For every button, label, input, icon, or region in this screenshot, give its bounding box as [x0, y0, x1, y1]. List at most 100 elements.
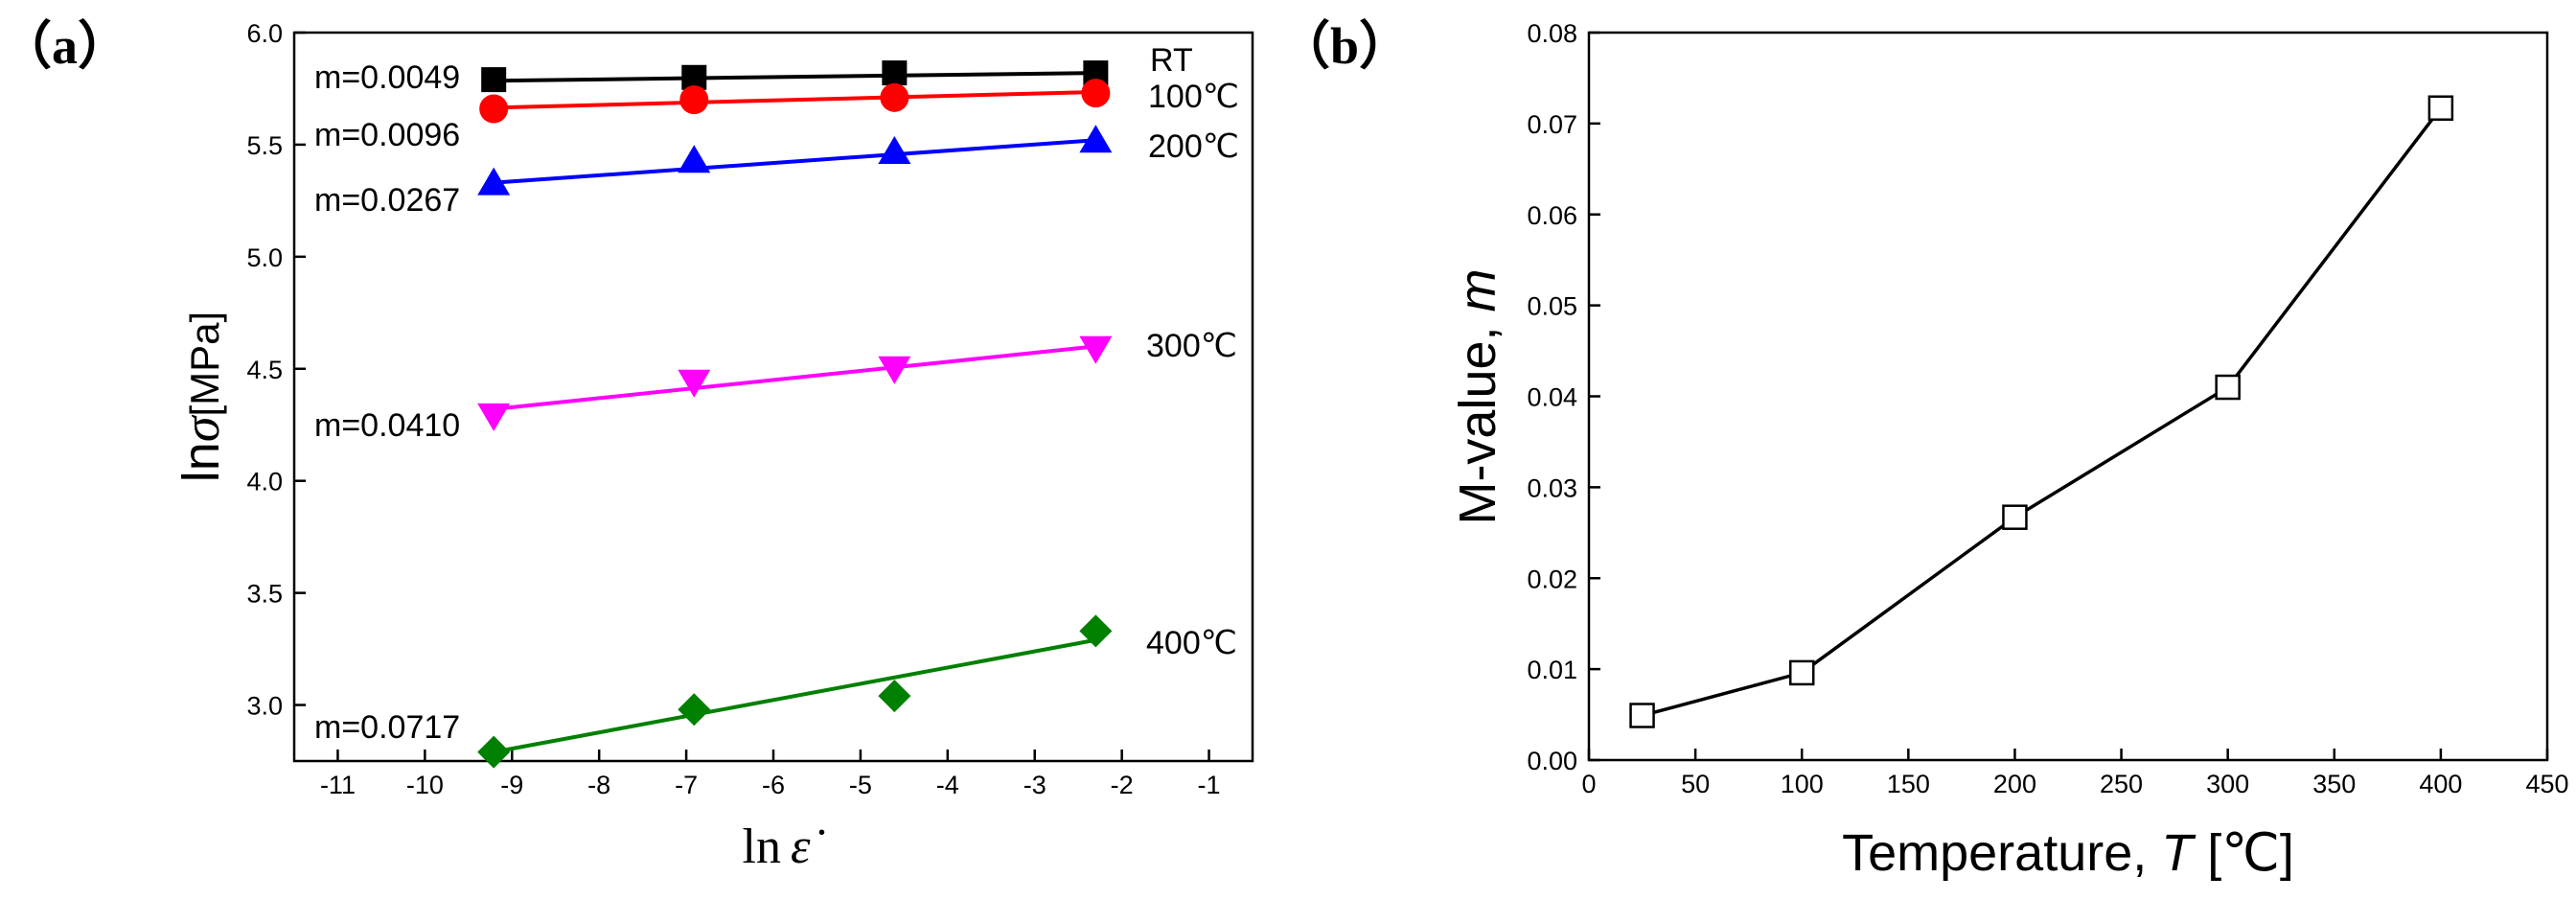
panel-a-xtick-label: -8 — [587, 771, 610, 799]
m-value-label-4: m=0.0717 — [314, 709, 460, 746]
panel-a-ytick-label: 3.5 — [246, 580, 283, 609]
data-point-2-2 — [878, 135, 911, 164]
panel-b-ylabel: M-value, m — [1449, 268, 1506, 524]
data-point-1-0 — [479, 94, 509, 124]
panel-a-xtick-label: -7 — [675, 771, 698, 799]
m-value-point-2 — [2002, 504, 2028, 530]
panel-a-ticks: -11 -10 -9 -8 -7 -6 -5 -4 -3 -2 -1 3.0 3.5 4.0 4.5 5.0 5… — [246, 19, 1220, 799]
data-point-4-2 — [878, 680, 911, 713]
panel-a-xtick-label: -2 — [1111, 771, 1134, 799]
data-point-3-3 — [1079, 335, 1113, 364]
panel-a-xlabel: ln ε̇ — [743, 819, 825, 874]
panel-b-xtick-label: 350 — [2312, 770, 2356, 798]
data-point-1-2 — [880, 82, 909, 112]
panel-a-label: （a） — [0, 17, 129, 75]
panel-a-xtick-label: -6 — [762, 771, 785, 799]
panel-a-ytick-label: 3.0 — [246, 692, 283, 721]
panel-b-xtick-label: 450 — [2525, 770, 2568, 798]
panel-b-ytick-label: 0.07 — [1527, 110, 1577, 139]
data-point-3-2 — [878, 356, 911, 384]
series-name-label-2: 200℃ — [1148, 128, 1239, 165]
panel-b-points — [1629, 95, 2454, 728]
m-value-label-2: m=0.0267 — [314, 182, 460, 219]
panel-b-ytick-label: 0.02 — [1527, 565, 1577, 593]
series-name-label-3: 300℃ — [1146, 328, 1237, 364]
data-point-0-0 — [481, 67, 507, 93]
panel-b-ylabel-text: M-value, — [1449, 312, 1506, 524]
fit-line-1 — [494, 89, 1096, 110]
panel-b-xtick-label: 250 — [2100, 770, 2143, 798]
panel-a-points — [477, 60, 1113, 769]
panel-a-ylabel: lnσ[MPa] — [172, 312, 230, 482]
m-value-point-0 — [1629, 703, 1655, 728]
panel-b-xtick-label: 0 — [1581, 770, 1596, 798]
panel-a-xtick-label: -4 — [936, 771, 959, 799]
data-point-0-2 — [882, 60, 908, 86]
series-name-label-1: 100℃ — [1148, 79, 1239, 115]
panel-a-xtick-label: -9 — [500, 771, 523, 799]
panel-a-xtick-label: -1 — [1198, 771, 1221, 799]
panel-a-ylabel-sigma: σ — [172, 414, 230, 442]
panel-b-ytick-label: 0.01 — [1527, 656, 1577, 684]
data-point-4-0 — [477, 735, 511, 769]
panel-a-ytick-label: 5.0 — [246, 243, 283, 272]
panel-a-ytick-label: 5.5 — [246, 131, 283, 160]
panel-b-xlabel-italic: T — [2161, 824, 2196, 882]
panel-b-ylabel-italic: m — [1449, 268, 1506, 312]
series-name-label-0: RT — [1150, 42, 1193, 79]
panel-a-ytick-label: 4.0 — [246, 468, 283, 496]
panel-b-xtick-label: 50 — [1681, 770, 1710, 798]
panel-a-annotations: RT m=0.0049 100℃ m=0.0096 200℃ m=0.0267 300℃ m=… — [314, 42, 1239, 746]
panel-a-ytick-label: 6.0 — [246, 19, 283, 48]
m-value-point-4 — [2427, 95, 2454, 121]
panel-a-fit-lines — [493, 71, 1096, 754]
data-point-1-1 — [679, 85, 709, 115]
panel-a-ytick-label: 4.5 — [246, 356, 283, 384]
panel-b-xlabel-unit: [℃] — [2193, 824, 2294, 882]
panel-a-xtick-label: -11 — [320, 771, 356, 799]
data-point-2-3 — [1079, 125, 1113, 153]
panel-b-xtick-label: 300 — [2206, 770, 2249, 798]
panel-b-ytick-label: 0.04 — [1527, 383, 1577, 412]
m-value-line — [1642, 106, 2443, 718]
data-point-2-1 — [678, 145, 711, 173]
panel-a-xlabel-ln: ln — [743, 819, 781, 874]
panel-b-xtick-label: 150 — [1887, 770, 1930, 798]
panel-b-label: （b） — [1278, 17, 1411, 75]
data-point-4-3 — [1079, 614, 1113, 648]
panel-b-plot-frame — [1587, 31, 2549, 762]
panel-a-xtick-label: -3 — [1024, 771, 1046, 799]
m-value-point-1 — [1788, 659, 1815, 686]
panel-b-xtick-label: 400 — [2419, 770, 2462, 798]
fit-line-3 — [493, 344, 1096, 411]
panel-a-xtick-label: -5 — [849, 771, 872, 799]
m-value-label-3: m=0.0410 — [314, 407, 460, 444]
m-value-point-3 — [2215, 374, 2241, 401]
series-name-label-4: 400℃ — [1146, 625, 1237, 661]
m-value-label-0: m=0.0049 — [314, 59, 460, 96]
panel-b-ytick-label: 0.05 — [1527, 292, 1577, 321]
panel-b-ytick-label: 0.00 — [1527, 747, 1577, 775]
data-point-1-3 — [1081, 79, 1111, 108]
fit-line-2 — [494, 138, 1096, 185]
fit-line-4 — [493, 637, 1096, 754]
panel-b-xtick-label: 100 — [1781, 770, 1824, 798]
panel-a-xtick-label: -10 — [406, 771, 444, 799]
panel-b-ytick-label: 0.03 — [1527, 473, 1577, 502]
panel-b-ytick-label: 0.06 — [1527, 201, 1577, 230]
panel-b-xlabel: Temperature, T [℃] — [1842, 824, 2294, 882]
panel-b-xlabel-text: Temperature, — [1842, 824, 2161, 882]
panel-b-series-line — [1642, 106, 2443, 718]
panel-a-ylabel-unit: [MPa] — [182, 312, 227, 417]
panel-a-xlabel-eps: ε̇ — [791, 819, 824, 874]
data-point-3-0 — [477, 403, 511, 431]
data-point-3-1 — [678, 369, 711, 398]
panel-b-ticks: 0 50 100 150 200 250 300 350 400 450 0.00 0.01 0.02 0… — [1527, 19, 2568, 798]
panel-b-xtick-label: 200 — [1993, 770, 2036, 798]
data-point-4-1 — [678, 693, 711, 727]
panel-a-ylabel-ln: ln — [172, 442, 230, 482]
panel-b-ytick-label: 0.08 — [1527, 19, 1577, 48]
fit-line-0 — [494, 71, 1096, 83]
m-value-label-1: m=0.0096 — [314, 117, 460, 153]
